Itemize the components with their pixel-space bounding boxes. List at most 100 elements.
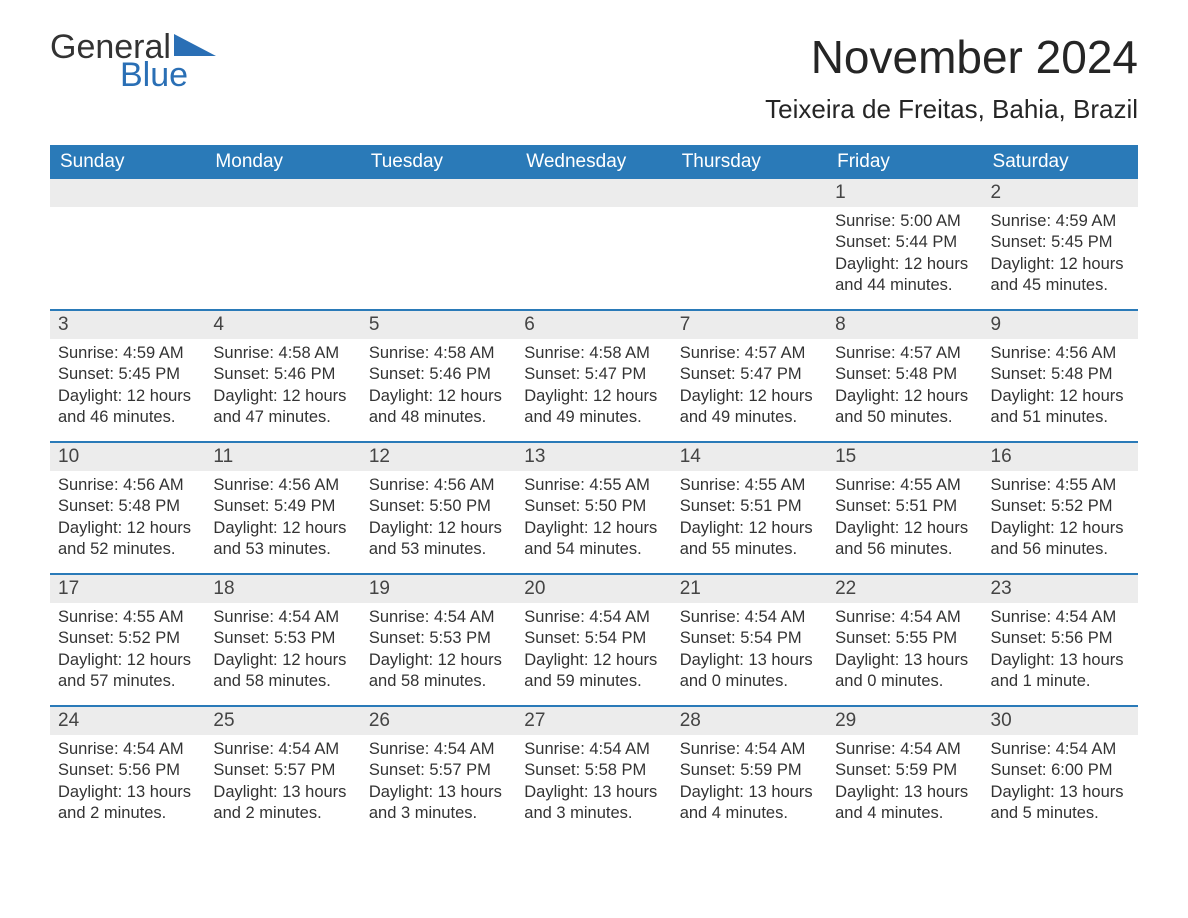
calendar-week-row: 3Sunrise: 4:59 AMSunset: 5:45 PMDaylight… [50, 309, 1138, 441]
calendar-cell [672, 179, 827, 309]
sunrise-text: Sunrise: 4:56 AM [369, 475, 508, 496]
calendar-day-detail: Sunrise: 4:54 AMSunset: 5:57 PMDaylight:… [205, 735, 360, 831]
title-block: November 2024 Teixeira de Freitas, Bahia… [765, 30, 1138, 125]
daylight-text: Daylight: 12 hours and 44 minutes. [835, 254, 974, 297]
calendar-cell: 20Sunrise: 4:54 AMSunset: 5:54 PMDayligh… [516, 575, 671, 705]
daylight-text: Daylight: 13 hours and 0 minutes. [835, 650, 974, 693]
calendar-day-number: 18 [205, 575, 360, 603]
calendar-day-number: 20 [516, 575, 671, 603]
calendar-day-detail: Sunrise: 4:56 AMSunset: 5:48 PMDaylight:… [983, 339, 1138, 435]
sunset-text: Sunset: 5:55 PM [835, 628, 974, 649]
calendar-day-number: 9 [983, 311, 1138, 339]
daylight-text: Daylight: 12 hours and 51 minutes. [991, 386, 1130, 429]
calendar-day-detail: Sunrise: 4:55 AMSunset: 5:52 PMDaylight:… [50, 603, 205, 699]
calendar-cell: 29Sunrise: 4:54 AMSunset: 5:59 PMDayligh… [827, 707, 982, 837]
calendar-cell: 23Sunrise: 4:54 AMSunset: 5:56 PMDayligh… [983, 575, 1138, 705]
calendar-day-number: 28 [672, 707, 827, 735]
calendar-cell: 2Sunrise: 4:59 AMSunset: 5:45 PMDaylight… [983, 179, 1138, 309]
sunset-text: Sunset: 5:52 PM [58, 628, 197, 649]
calendar-day-number: 19 [361, 575, 516, 603]
sunrise-text: Sunrise: 4:54 AM [991, 607, 1130, 628]
calendar-day-number: 22 [827, 575, 982, 603]
calendar-day-number: 1 [827, 179, 982, 207]
sunset-text: Sunset: 6:00 PM [991, 760, 1130, 781]
sunrise-text: Sunrise: 4:54 AM [524, 739, 663, 760]
calendar-day-detail: Sunrise: 4:56 AMSunset: 5:50 PMDaylight:… [361, 471, 516, 567]
sunset-text: Sunset: 5:58 PM [524, 760, 663, 781]
sunrise-text: Sunrise: 4:59 AM [58, 343, 197, 364]
calendar-cell: 24Sunrise: 4:54 AMSunset: 5:56 PMDayligh… [50, 707, 205, 837]
sunset-text: Sunset: 5:54 PM [680, 628, 819, 649]
sunset-text: Sunset: 5:53 PM [369, 628, 508, 649]
calendar-cell: 8Sunrise: 4:57 AMSunset: 5:48 PMDaylight… [827, 311, 982, 441]
month-title: November 2024 [765, 30, 1138, 84]
sunrise-text: Sunrise: 4:55 AM [58, 607, 197, 628]
daylight-text: Daylight: 13 hours and 2 minutes. [213, 782, 352, 825]
calendar-cell [516, 179, 671, 309]
calendar-day-number [205, 179, 360, 207]
calendar-cell: 22Sunrise: 4:54 AMSunset: 5:55 PMDayligh… [827, 575, 982, 705]
calendar-day-number: 5 [361, 311, 516, 339]
sunrise-text: Sunrise: 4:58 AM [524, 343, 663, 364]
header: General Blue November 2024 Teixeira de F… [50, 30, 1138, 125]
sunrise-text: Sunrise: 4:57 AM [680, 343, 819, 364]
location: Teixeira de Freitas, Bahia, Brazil [765, 94, 1138, 125]
sunrise-text: Sunrise: 4:56 AM [213, 475, 352, 496]
calendar-day-header: Sunday [50, 145, 205, 179]
daylight-text: Daylight: 13 hours and 0 minutes. [680, 650, 819, 693]
daylight-text: Daylight: 12 hours and 58 minutes. [213, 650, 352, 693]
calendar-cell [361, 179, 516, 309]
sunrise-text: Sunrise: 4:55 AM [835, 475, 974, 496]
calendar-cell: 30Sunrise: 4:54 AMSunset: 6:00 PMDayligh… [983, 707, 1138, 837]
daylight-text: Daylight: 12 hours and 54 minutes. [524, 518, 663, 561]
sunrise-text: Sunrise: 4:54 AM [213, 607, 352, 628]
calendar-day-number: 14 [672, 443, 827, 471]
calendar: SundayMondayTuesdayWednesdayThursdayFrid… [50, 145, 1138, 837]
sunrise-text: Sunrise: 4:54 AM [58, 739, 197, 760]
daylight-text: Daylight: 12 hours and 53 minutes. [213, 518, 352, 561]
daylight-text: Daylight: 13 hours and 4 minutes. [835, 782, 974, 825]
daylight-text: Daylight: 12 hours and 56 minutes. [835, 518, 974, 561]
calendar-day-number: 7 [672, 311, 827, 339]
calendar-cell: 28Sunrise: 4:54 AMSunset: 5:59 PMDayligh… [672, 707, 827, 837]
calendar-day-detail: Sunrise: 5:00 AMSunset: 5:44 PMDaylight:… [827, 207, 982, 303]
calendar-cell: 11Sunrise: 4:56 AMSunset: 5:49 PMDayligh… [205, 443, 360, 573]
calendar-cell: 13Sunrise: 4:55 AMSunset: 5:50 PMDayligh… [516, 443, 671, 573]
sunrise-text: Sunrise: 5:00 AM [835, 211, 974, 232]
calendar-cell: 18Sunrise: 4:54 AMSunset: 5:53 PMDayligh… [205, 575, 360, 705]
calendar-day-number [50, 179, 205, 207]
calendar-day-detail: Sunrise: 4:54 AMSunset: 5:54 PMDaylight:… [672, 603, 827, 699]
sunset-text: Sunset: 5:59 PM [835, 760, 974, 781]
calendar-day-number: 12 [361, 443, 516, 471]
daylight-text: Daylight: 13 hours and 3 minutes. [369, 782, 508, 825]
sunset-text: Sunset: 5:54 PM [524, 628, 663, 649]
calendar-day-detail: Sunrise: 4:57 AMSunset: 5:47 PMDaylight:… [672, 339, 827, 435]
daylight-text: Daylight: 12 hours and 48 minutes. [369, 386, 508, 429]
sunrise-text: Sunrise: 4:54 AM [369, 607, 508, 628]
calendar-day-detail: Sunrise: 4:54 AMSunset: 5:58 PMDaylight:… [516, 735, 671, 831]
calendar-day-number: 6 [516, 311, 671, 339]
sunset-text: Sunset: 5:56 PM [991, 628, 1130, 649]
calendar-day-number: 4 [205, 311, 360, 339]
daylight-text: Daylight: 12 hours and 47 minutes. [213, 386, 352, 429]
sunset-text: Sunset: 5:46 PM [213, 364, 352, 385]
daylight-text: Daylight: 12 hours and 55 minutes. [680, 518, 819, 561]
calendar-day-detail: Sunrise: 4:54 AMSunset: 5:56 PMDaylight:… [50, 735, 205, 831]
daylight-text: Daylight: 12 hours and 53 minutes. [369, 518, 508, 561]
calendar-day-number: 16 [983, 443, 1138, 471]
sunset-text: Sunset: 5:48 PM [835, 364, 974, 385]
sunrise-text: Sunrise: 4:54 AM [680, 607, 819, 628]
daylight-text: Daylight: 12 hours and 56 minutes. [991, 518, 1130, 561]
calendar-day-number [672, 179, 827, 207]
calendar-day-detail: Sunrise: 4:55 AMSunset: 5:51 PMDaylight:… [827, 471, 982, 567]
calendar-day-detail: Sunrise: 4:54 AMSunset: 5:59 PMDaylight:… [672, 735, 827, 831]
calendar-day-number: 2 [983, 179, 1138, 207]
calendar-day-number: 23 [983, 575, 1138, 603]
calendar-cell: 26Sunrise: 4:54 AMSunset: 5:57 PMDayligh… [361, 707, 516, 837]
calendar-day-detail: Sunrise: 4:58 AMSunset: 5:47 PMDaylight:… [516, 339, 671, 435]
calendar-day-header-row: SundayMondayTuesdayWednesdayThursdayFrid… [50, 145, 1138, 179]
sunrise-text: Sunrise: 4:54 AM [524, 607, 663, 628]
calendar-day-number: 10 [50, 443, 205, 471]
sunset-text: Sunset: 5:48 PM [991, 364, 1130, 385]
calendar-cell: 27Sunrise: 4:54 AMSunset: 5:58 PMDayligh… [516, 707, 671, 837]
